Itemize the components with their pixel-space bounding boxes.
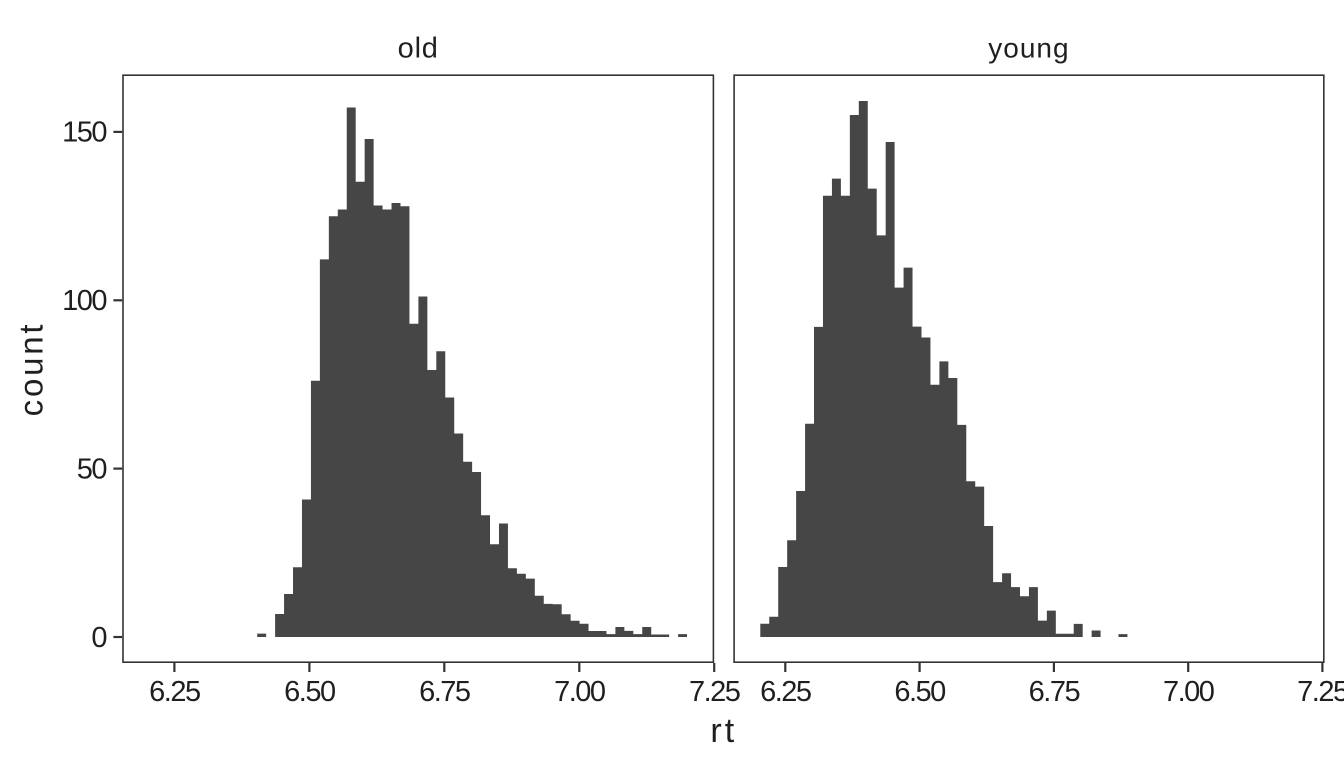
svg-text:6.75: 6.75	[419, 676, 470, 708]
svg-text:old: old	[398, 32, 439, 64]
svg-text:50: 50	[77, 453, 107, 485]
svg-text:100: 100	[62, 285, 106, 317]
svg-text:6.50: 6.50	[894, 676, 945, 708]
svg-text:6.25: 6.25	[149, 676, 200, 708]
svg-text:count: count	[13, 322, 50, 417]
svg-text:7.25: 7.25	[689, 676, 740, 708]
svg-text:6.50: 6.50	[284, 676, 335, 708]
svg-text:young: young	[988, 32, 1069, 63]
svg-text:7.00: 7.00	[1163, 676, 1214, 708]
svg-text:7.00: 7.00	[554, 676, 605, 708]
svg-text:rt: rt	[710, 712, 737, 750]
svg-text:0: 0	[91, 622, 106, 654]
svg-text:150: 150	[62, 117, 106, 149]
svg-text:7.25: 7.25	[1297, 676, 1344, 708]
svg-text:6.25: 6.25	[760, 676, 811, 708]
svg-text:6.75: 6.75	[1029, 676, 1080, 708]
